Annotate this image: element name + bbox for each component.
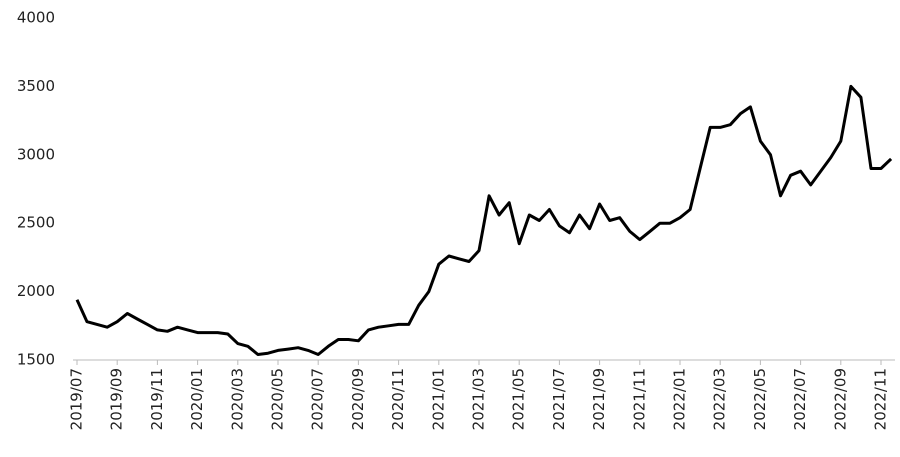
x-tick-label: 2022/11 bbox=[872, 368, 890, 430]
x-tick-label: 2020/01 bbox=[188, 368, 206, 430]
x-tick-label: 2020/11 bbox=[389, 368, 407, 430]
x-tick-label: 2020/07 bbox=[309, 368, 327, 430]
x-tick-label: 2022/07 bbox=[791, 368, 809, 430]
x-tick-label: 2019/11 bbox=[148, 368, 166, 430]
x-tick-label: 2021/03 bbox=[470, 368, 488, 430]
y-tick-label: 2500 bbox=[17, 214, 55, 232]
y-tick-label: 2000 bbox=[17, 282, 55, 300]
x-tick-label: 2021/07 bbox=[550, 368, 568, 430]
x-tick-label: 2022/01 bbox=[671, 368, 689, 430]
x-tick-label: 2021/11 bbox=[630, 368, 648, 430]
y-tick-label: 3500 bbox=[17, 77, 55, 95]
x-tick-label: 2022/05 bbox=[751, 368, 769, 430]
x-tick-label: 2020/03 bbox=[228, 368, 246, 430]
y-tick-label: 4000 bbox=[17, 9, 55, 27]
x-tick-label: 2022/03 bbox=[711, 368, 729, 430]
x-tick-label: 2021/01 bbox=[429, 368, 447, 430]
x-tick-label: 2019/07 bbox=[68, 368, 86, 430]
x-tick-label: 2020/05 bbox=[269, 368, 287, 430]
x-tick-label: 2021/09 bbox=[590, 368, 608, 430]
y-tick-label: 1500 bbox=[17, 351, 55, 369]
x-tick-label: 2019/09 bbox=[108, 368, 126, 430]
x-tick-label: 2022/09 bbox=[831, 368, 849, 430]
line-series bbox=[75, 84, 893, 356]
x-tick-label: 2021/05 bbox=[510, 368, 528, 430]
x-tick-label: 2020/09 bbox=[349, 368, 367, 430]
y-tick-label: 3000 bbox=[17, 145, 55, 163]
